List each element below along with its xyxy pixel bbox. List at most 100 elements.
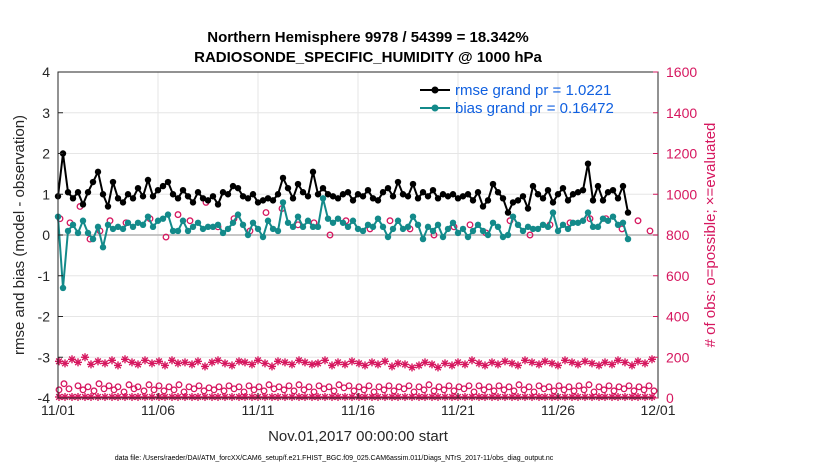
obs-evaluated-point — [381, 357, 389, 366]
obs-possible-point — [250, 386, 258, 394]
star-stroke — [194, 358, 202, 365]
star-stroke — [388, 363, 396, 370]
bias-point — [269, 225, 277, 233]
bias-point — [274, 227, 282, 235]
bias-point — [279, 199, 287, 206]
bias-point — [424, 223, 432, 231]
bias-point — [314, 223, 322, 231]
rmse-point — [254, 199, 262, 206]
bias-point — [294, 213, 302, 220]
bias-point — [169, 227, 177, 235]
obs-possible-point — [145, 381, 153, 389]
rmse-point — [139, 193, 147, 200]
rmse-point — [184, 193, 192, 200]
rmse-point — [494, 189, 502, 196]
rmse-point — [264, 195, 272, 202]
bias-point — [239, 221, 247, 229]
bias-point — [74, 229, 82, 237]
star-stroke — [321, 356, 329, 364]
legend-rmse-label: rmse grand pr = 1.0221 — [455, 82, 611, 99]
x-axis-label: Nov.01,2017 00:00:00 start — [268, 428, 449, 445]
bias-point — [334, 215, 342, 222]
rmse-point — [164, 178, 172, 186]
y-tick-label: -1 — [38, 268, 51, 284]
obs-evaluated-point — [261, 392, 269, 401]
star-stroke — [201, 363, 209, 370]
star-stroke — [454, 359, 462, 366]
bias-point — [429, 227, 437, 235]
obs-evaluated-point — [628, 392, 636, 401]
obs-possible-point — [315, 382, 323, 390]
obs-evaluated-point — [541, 392, 549, 401]
rmse-point — [424, 193, 432, 200]
rmse-point — [604, 189, 612, 196]
rmse-point — [454, 195, 462, 202]
bias-point — [174, 227, 182, 235]
star-stroke — [461, 361, 469, 368]
bias-point — [419, 235, 427, 243]
obs-possible-point — [65, 385, 73, 393]
star-stroke — [108, 393, 116, 401]
chart-title-line1: Northern Hemisphere 9978 / 54399 = 18.34… — [207, 29, 528, 46]
rmse-point — [354, 191, 362, 198]
rmse-point — [379, 189, 387, 196]
star-stroke — [574, 361, 582, 368]
bias-point — [224, 225, 232, 233]
star-stroke — [448, 393, 456, 401]
obs-possible-point — [500, 386, 508, 394]
obs-evaluated-point — [535, 360, 543, 369]
obs-evaluated-point — [87, 392, 95, 401]
obs-evaluated-point — [308, 360, 316, 369]
star-stroke — [108, 356, 116, 364]
star-stroke — [541, 358, 549, 365]
rmse-point — [249, 191, 257, 198]
obs-evaluated-point — [328, 361, 336, 370]
obs-evaluated-point — [355, 392, 363, 401]
y-tick-label: 3 — [42, 105, 50, 121]
star-stroke — [261, 393, 269, 401]
star-stroke — [87, 393, 95, 401]
rmse-point — [294, 180, 302, 188]
x-tick-label: 12/01 — [640, 402, 675, 418]
star-stroke — [208, 359, 216, 366]
y-tick-label: 4 — [42, 64, 50, 80]
star-stroke — [361, 362, 369, 369]
obs-evaluated-point — [481, 392, 489, 401]
obs-possible-point — [150, 386, 158, 394]
obs-possible-point — [495, 382, 503, 390]
rmse-point — [539, 195, 547, 202]
star-stroke — [328, 362, 336, 369]
obs-possible-point — [305, 383, 313, 391]
star-stroke — [87, 361, 95, 368]
obs-possible-point — [280, 386, 288, 394]
obs-possible-point — [255, 383, 263, 391]
bias-point — [389, 225, 397, 233]
obs-evaluated-point — [548, 392, 556, 401]
obs-possible-point — [140, 387, 148, 395]
rmse-point — [84, 189, 92, 196]
rmse-point — [339, 191, 347, 198]
bias-point — [179, 217, 187, 224]
rmse-point — [594, 182, 602, 190]
obs-evaluated-point — [274, 392, 282, 401]
rmse-point — [514, 197, 522, 204]
obs-evaluated-point — [494, 392, 502, 401]
star-stroke — [434, 393, 442, 401]
star-stroke — [494, 393, 502, 401]
obs-possible-point — [345, 382, 353, 390]
star-stroke — [81, 393, 89, 401]
obs-possible-point — [125, 381, 133, 389]
bias-point — [624, 235, 632, 243]
rmse-point — [199, 195, 207, 202]
obs-evaluated-point — [401, 392, 409, 401]
star-stroke — [508, 360, 516, 367]
bias-point — [379, 223, 387, 231]
star-stroke — [134, 393, 142, 401]
rmse-point — [369, 195, 377, 202]
obs-possible-point — [360, 386, 368, 394]
obs-evaluated-point — [214, 392, 222, 401]
star-stroke — [334, 359, 342, 366]
bias-point — [254, 225, 262, 233]
obs-evaluated-point — [641, 359, 649, 368]
star-stroke — [148, 393, 156, 401]
